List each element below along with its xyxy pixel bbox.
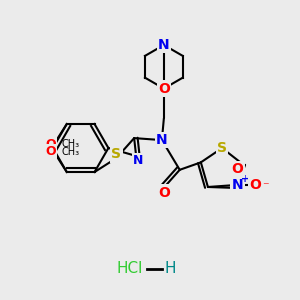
Text: HCl: HCl: [117, 261, 143, 276]
Text: O: O: [158, 186, 170, 200]
Text: O: O: [46, 138, 56, 151]
Text: S: S: [217, 141, 227, 155]
Text: S: S: [111, 147, 121, 161]
Text: CH₃: CH₃: [62, 147, 80, 157]
Text: N: N: [158, 38, 170, 52]
Text: O: O: [46, 145, 56, 158]
Text: H: H: [164, 261, 176, 276]
Text: +: +: [241, 174, 249, 184]
Text: N: N: [133, 154, 143, 167]
Text: O: O: [158, 82, 170, 96]
Text: ⁻: ⁻: [262, 181, 269, 194]
Text: O: O: [232, 162, 244, 176]
Text: O: O: [250, 178, 261, 192]
Text: N: N: [156, 133, 168, 147]
Text: N: N: [232, 178, 243, 192]
Text: CH₃: CH₃: [62, 139, 80, 149]
